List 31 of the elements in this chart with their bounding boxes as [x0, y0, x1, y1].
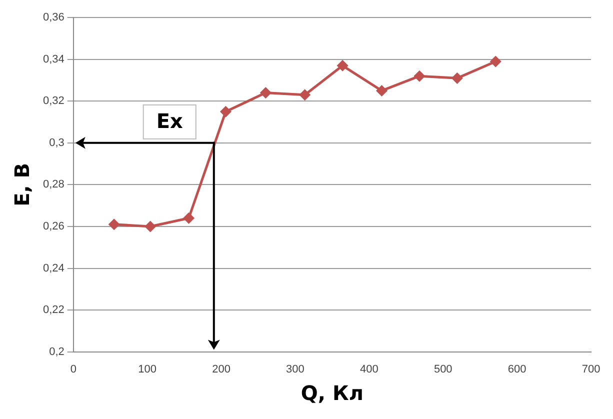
x-tick-label: 200 [212, 363, 230, 376]
y-tick-label: 0,36 [42, 12, 64, 24]
point [145, 221, 156, 232]
x-axis-title: Q, Кл [300, 381, 364, 406]
x-tick-label: 600 [508, 363, 526, 376]
y-axis-title: E, В [10, 162, 34, 206]
y-tick-label: 0,32 [42, 95, 64, 108]
y-tick-label: 0,34 [42, 53, 64, 66]
annotation: Ex [156, 109, 183, 134]
point [452, 72, 462, 84]
y-tick-label: 0,3 [49, 136, 64, 149]
y-tick-label: 0,28 [42, 178, 64, 191]
point [184, 212, 194, 224]
x-tick-label: 100 [138, 363, 157, 376]
point [337, 60, 348, 71]
y-tick-label: 0,2 [49, 346, 64, 358]
point [220, 106, 231, 117]
x-tick-label: 300 [286, 363, 304, 376]
x-tick-label: 400 [360, 363, 378, 376]
point [260, 88, 271, 98]
x-tick-label: 0 [70, 363, 76, 376]
x-tick-label: 700 [582, 363, 600, 376]
point [108, 219, 120, 230]
y-tick-label: 0,22 [42, 304, 64, 316]
x-tick-label: 500 [434, 363, 452, 376]
point [300, 90, 310, 100]
y-tick-label: 0,26 [42, 220, 64, 233]
point [414, 70, 425, 82]
point [376, 85, 387, 96]
point [490, 56, 501, 67]
y-tick-label: 0,24 [42, 262, 64, 274]
